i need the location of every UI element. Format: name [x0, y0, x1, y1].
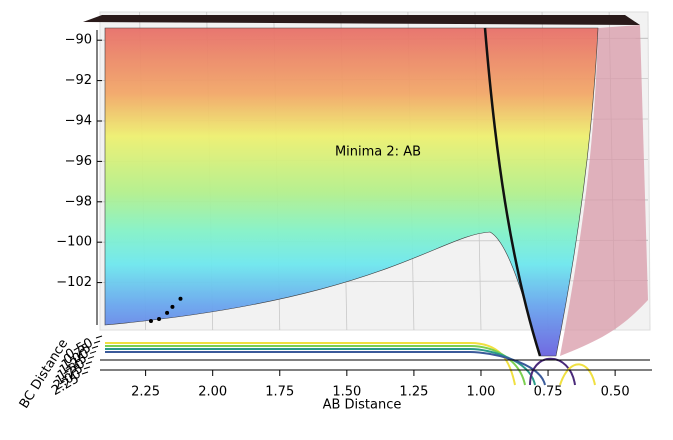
y-tick — [89, 350, 97, 354]
z-tick-label: −96 — [65, 154, 92, 169]
x-tick-label: 1.25 — [399, 385, 428, 400]
y-tick — [85, 361, 93, 365]
surface-back — [560, 25, 648, 356]
y-tick — [91, 345, 99, 349]
x-tick-label: 2.00 — [198, 385, 227, 400]
y-tick — [81, 371, 89, 375]
x-tick-label: 0.75 — [534, 385, 563, 400]
x-axis-label: AB Distance — [323, 398, 402, 413]
contours — [105, 342, 596, 386]
z-tick-label: −90 — [65, 33, 92, 48]
x-tick-label: 1.75 — [265, 385, 294, 400]
annotation: Minima 2: AB — [335, 145, 421, 160]
x-tick-label: 2.25 — [131, 385, 160, 400]
z-tick-label: −94 — [65, 113, 92, 128]
z-tick-label: −102 — [56, 275, 92, 290]
x-tick-label: 1.50 — [332, 385, 361, 400]
x-tick-label: 1.00 — [466, 385, 495, 400]
z-tick-label: −98 — [65, 194, 92, 209]
y-tick — [87, 356, 95, 360]
surface-edge — [483, 27, 542, 357]
z-tick-label: −100 — [56, 235, 92, 250]
path-point — [178, 296, 183, 301]
x-tick-label: 0.50 — [601, 385, 630, 400]
path-point — [170, 304, 175, 309]
y-tick — [95, 335, 103, 339]
y-tick — [93, 340, 101, 344]
path-point — [148, 318, 153, 323]
surface-top — [83, 15, 640, 25]
y-tick — [83, 366, 91, 370]
path-point — [157, 316, 162, 321]
z-tick-label: −92 — [65, 73, 92, 88]
surface — [104, 27, 599, 357]
path-point — [165, 310, 170, 315]
